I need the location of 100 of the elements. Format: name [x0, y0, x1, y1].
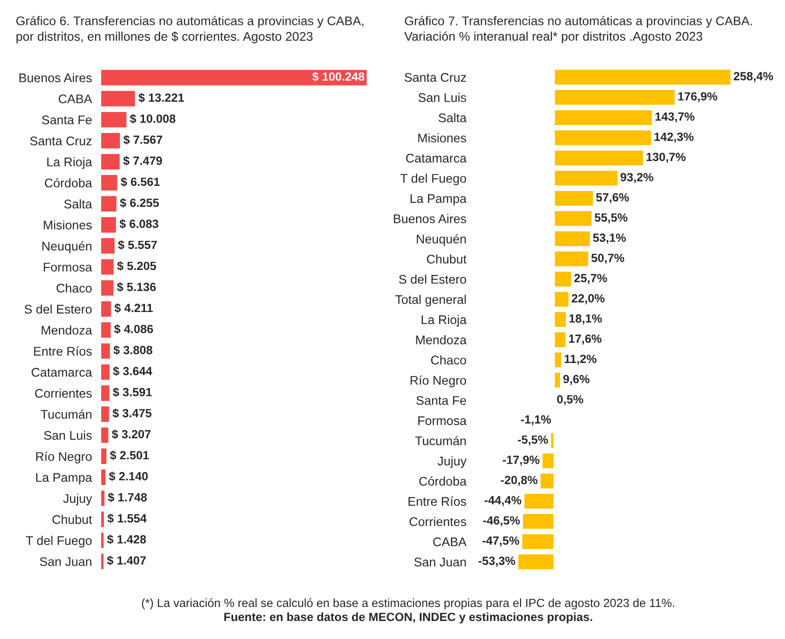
data-label: $ 13.221	[138, 92, 184, 103]
bar	[541, 452, 555, 470]
data-label: 55,5%	[594, 213, 628, 224]
data-label: $ 1.748	[108, 492, 147, 502]
data-label: $ 10.008	[130, 114, 176, 124]
data-label: $ 6.083	[120, 219, 158, 229]
bar	[100, 194, 118, 213]
data-label: $ 3.591	[112, 387, 152, 398]
bar	[100, 447, 108, 466]
y-tick-label: S del Estero	[24, 304, 92, 314]
data-label: $ 4.086	[114, 324, 153, 334]
bar	[523, 492, 555, 510]
y-tick-label: Tucumán	[40, 409, 92, 419]
bar	[100, 300, 112, 318]
data-label: -47,5%	[482, 536, 520, 546]
y-tick-label: San Juan	[414, 558, 466, 566]
bar	[100, 489, 106, 508]
y-tick-label: Río Negro	[410, 375, 466, 388]
bar	[100, 468, 107, 486]
bar	[100, 152, 122, 171]
bar	[100, 132, 122, 150]
y-tick-label: Formosa	[418, 416, 467, 426]
y-tick-label: Salta	[64, 199, 92, 208]
source-note: Fuente: en base datos de MECON, INDEC y estimaciones propias.	[224, 612, 592, 624]
bar	[553, 210, 593, 228]
data-label: 143,7%	[655, 112, 694, 122]
bar	[100, 68, 368, 87]
y-tick-label: Córdoba	[44, 178, 92, 188]
y-tick-label: T del Fuego	[26, 536, 92, 548]
data-label: $ 4.211	[114, 303, 153, 313]
bar	[553, 310, 568, 328]
y-tick-label: La Pampa	[410, 194, 467, 206]
data-label: -17,9%	[502, 456, 540, 466]
data-label: $ 3.475	[112, 408, 152, 418]
y-tick-label: Chubut	[52, 514, 92, 524]
data-label: $ 2.140	[109, 472, 148, 482]
y-tick-label: La Rioja	[47, 157, 92, 169]
bar	[553, 270, 572, 288]
y-tick-label: Entre Ríos	[408, 496, 466, 506]
y-tick-label: S del Estero	[399, 274, 466, 284]
y-tick-label: Catamarca	[406, 154, 467, 163]
bar	[553, 290, 570, 308]
bar	[100, 384, 111, 402]
bar	[553, 230, 592, 248]
data-label: $ 5.557	[118, 240, 157, 250]
y-tick-label: Buenos Aires	[20, 73, 92, 82]
bar	[553, 250, 590, 268]
y-tick-label: Jujuy	[63, 494, 92, 506]
data-label: -1,1%	[520, 415, 551, 426]
bar	[553, 190, 594, 208]
bar	[520, 532, 555, 550]
data-label: $ 5.205	[117, 261, 156, 271]
y-tick-label: Entre Ríos	[34, 346, 92, 356]
bar	[100, 426, 110, 444]
data-label: 0,5%	[557, 395, 584, 406]
data-label: 22,0%	[572, 294, 605, 304]
data-label: -20,8%	[500, 476, 538, 486]
chart-title: Gráfico 7. Transferencias no automáticas a provincias y CABA. Variación % interanual real* por distritos .Agosto 2023	[404, 16, 752, 44]
bar	[100, 278, 115, 298]
data-label: $ 5.136	[116, 282, 156, 292]
y-tick-label: Santa Fe	[42, 115, 92, 124]
data-label: $ 6.561	[120, 177, 160, 187]
y-tick-label: CABA	[433, 537, 467, 546]
bar	[553, 330, 567, 348]
data-label: 53,1%	[593, 234, 626, 244]
y-tick-label: Buenos Aires	[394, 214, 466, 224]
bar	[553, 169, 619, 187]
bar	[553, 128, 652, 147]
y-tick-label: La Pampa	[36, 473, 92, 484]
y-tick-label: Misiones	[418, 133, 466, 142]
data-label: 176,9%	[678, 92, 718, 102]
y-tick-label: Catamarca	[32, 368, 92, 377]
y-tick-label: San Luis	[418, 92, 466, 102]
data-label: $ 7.479	[123, 156, 162, 166]
data-label: 142,3%	[654, 132, 694, 143]
y-tick-label: Santa Fe	[416, 396, 466, 405]
y-tick-label: Neuquén	[416, 234, 466, 246]
data-label: $ 100.248	[312, 72, 364, 82]
bar	[100, 258, 116, 276]
bar	[553, 371, 562, 389]
chart-title: Gráfico 6. Transferencias no automáticas a provincias y CABA, por distritos, en millones de $ corrientes. Agosto 2023	[16, 16, 364, 44]
data-label: $ 3.808	[113, 345, 152, 355]
y-tick-label: San Luis	[44, 430, 92, 440]
data-label: -46,5%	[483, 516, 520, 526]
y-tick-label: Santa Cruz	[404, 72, 466, 82]
y-tick-label: Mendoza	[416, 335, 467, 344]
bar	[100, 90, 136, 108]
y-tick-label: Tucumán	[415, 436, 466, 446]
bar	[100, 236, 116, 255]
data-label: $ 1.428	[107, 534, 146, 544]
bar	[100, 362, 111, 382]
bar	[516, 553, 555, 571]
data-label: 50,7%	[591, 254, 624, 264]
y-tick-label: T del Fuego	[400, 174, 466, 186]
data-label: -5,5%	[518, 435, 548, 446]
bar	[100, 174, 119, 192]
bar	[100, 110, 128, 129]
data-label: $ 7.567	[123, 135, 162, 145]
bar	[100, 320, 112, 340]
y-tick-label: Corrientes	[35, 388, 92, 398]
